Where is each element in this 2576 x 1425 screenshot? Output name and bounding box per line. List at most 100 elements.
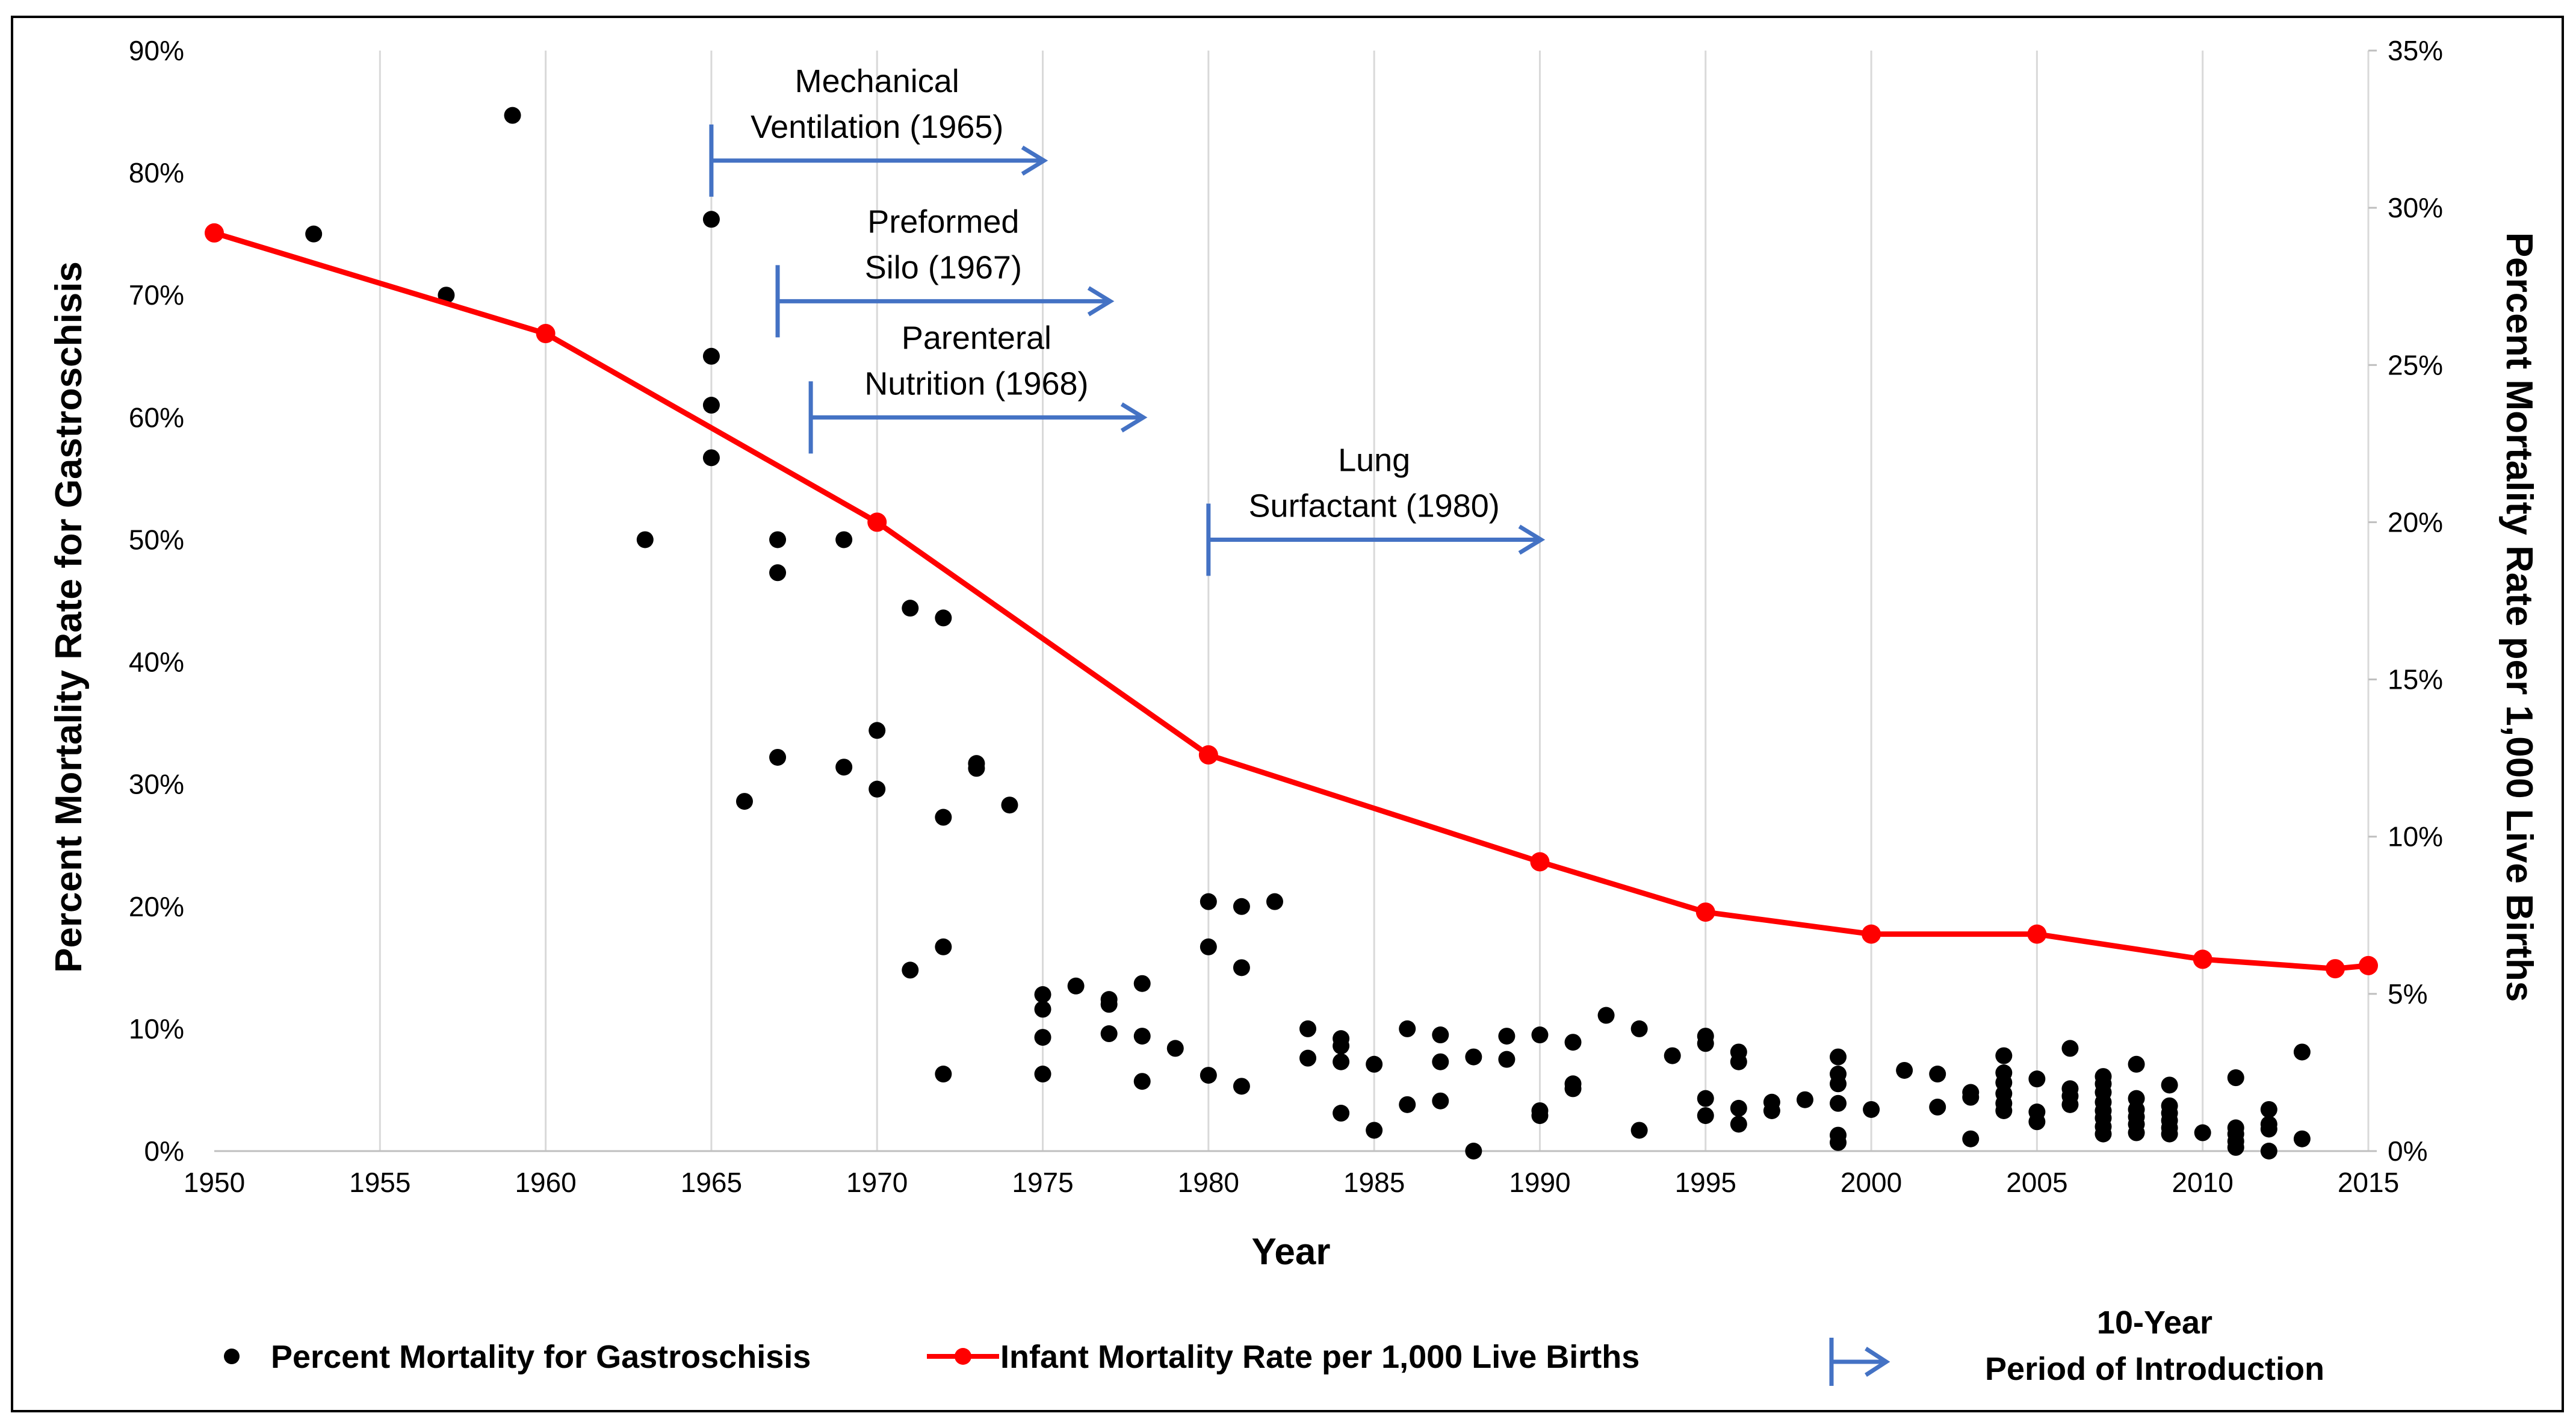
scatter-point [1962, 1130, 1980, 1147]
scatter-point [2227, 1069, 2244, 1087]
scatter-point [1830, 1094, 1847, 1112]
x-tick-label-1970: 1970 [846, 1167, 908, 1198]
scatter-point [1929, 1066, 1946, 1083]
y-left-tick-label-4: 40% [129, 647, 184, 678]
scatter-point [1034, 1029, 1051, 1046]
scatter-point [2293, 1043, 2311, 1061]
intro-label-1-line-2: Silo (1967) [865, 249, 1022, 285]
scatter-point [2260, 1101, 2277, 1118]
scatter-point [1730, 1116, 1747, 1133]
scatter-point [1830, 1048, 1847, 1066]
y-right-axis-title: Percent Mortality Rate per 1,000 Live Bi… [2498, 232, 2540, 1002]
line-point [2193, 949, 2212, 969]
y-right-tick-label-3: 15% [2388, 664, 2443, 695]
x-tick-label-1990: 1990 [1509, 1167, 1570, 1198]
line-point [1862, 924, 1881, 944]
scatter-point [1763, 1102, 1780, 1119]
scatter-point [1630, 1020, 1648, 1037]
scatter-point [769, 564, 787, 582]
legend: Percent Mortality for Gastroschisis Infa… [224, 1305, 2324, 1387]
scatter-point [2028, 1113, 2046, 1131]
x-tick-label-1995: 1995 [1675, 1167, 1736, 1198]
intro-label-3-line-1: Lung [1338, 442, 1410, 478]
scatter-point [1200, 893, 1217, 910]
x-tick-labels: 1950 1955 1960 1965 1970 1975 1980 1985 1990 1995… [184, 1167, 2399, 1198]
y-left-tick-label-2: 20% [129, 891, 184, 922]
x-tick-label-2010: 2010 [2172, 1167, 2234, 1198]
scatter-point [1830, 1134, 1847, 1151]
scatter-point [1100, 996, 1118, 1013]
scatter-point [1233, 898, 1250, 915]
scatter-point [1498, 1028, 1516, 1045]
scatter-point [1266, 893, 1283, 910]
scatter-point [835, 759, 853, 776]
scatter-point [1432, 1026, 1449, 1044]
scatter-point [2293, 1130, 2311, 1147]
y-left-tick-label-0: 0% [144, 1135, 184, 1167]
scatter-point [1133, 1073, 1151, 1090]
scatter-point [2260, 1120, 2277, 1138]
y-left-axis-title: Percent Mortality Rate for Gastroschisis [48, 261, 90, 973]
scatter-point [1630, 1122, 1648, 1139]
y-right-tick-label-7: 35% [2388, 35, 2443, 66]
legend-scatter-label: Percent Mortality for Gastroschisis [271, 1339, 811, 1375]
scatter-point [1465, 1048, 1482, 1066]
scatter-point [1133, 975, 1151, 992]
scatter-point [1200, 1067, 1217, 1084]
y-right-tick-label-5: 25% [2388, 349, 2443, 380]
scatter-point [1664, 1047, 1681, 1064]
intro-label-1-line-1: Preformed [867, 203, 1019, 240]
scatter-point [1863, 1101, 1880, 1118]
intro-label-2-line-1: Parenteral [902, 320, 1051, 356]
scatter-point [2028, 1070, 2046, 1088]
x-tick-label-1985: 1985 [1343, 1167, 1405, 1198]
line-point [1695, 902, 1715, 922]
scatter-point [1995, 1047, 2013, 1064]
intro-arrow-head-0 [1021, 145, 1048, 176]
scatter-point [1299, 1020, 1317, 1037]
y-right-tick-label-6: 30% [2388, 192, 2443, 223]
x-tick-label-1950: 1950 [184, 1167, 245, 1198]
y-right-tick-label-4: 20% [2388, 506, 2443, 538]
scatter-point [1133, 1028, 1151, 1045]
scatter-point [2227, 1138, 2244, 1156]
scatter-point [1333, 1037, 1350, 1055]
scatter-point [1564, 1080, 1582, 1097]
scatter-point [935, 1066, 952, 1083]
x-tick-label-2005: 2005 [2006, 1167, 2067, 1198]
scatter-point [636, 531, 654, 548]
scatter-point [1333, 1053, 1350, 1070]
scatter-point [1929, 1098, 1946, 1116]
scatter-point [1366, 1055, 1383, 1073]
legend-line-label: Infant Mortality Rate per 1,000 Live Bir… [1000, 1339, 1639, 1375]
y-left-tick-label-1: 10% [129, 1013, 184, 1045]
y-right-tick-label-1: 5% [2388, 978, 2427, 1010]
scatter-point [1233, 959, 1250, 976]
scatter-point [1067, 977, 1085, 995]
scatter-point [1034, 1066, 1051, 1083]
legend-arrow-head [1865, 1347, 1890, 1377]
x-tick-label-1955: 1955 [349, 1167, 410, 1198]
intro-label-2-line-2: Nutrition (1968) [864, 365, 1088, 402]
scatter-point [1597, 1007, 1615, 1024]
scatter-point [1697, 1090, 1714, 1107]
scatter-point [769, 531, 787, 548]
line-point [867, 512, 887, 532]
scatter-point [1333, 1105, 1350, 1122]
scatter-point [769, 748, 787, 766]
grid-lines [379, 51, 2370, 1151]
scatter-point [305, 225, 323, 243]
line-point [536, 324, 556, 344]
scatter-point [1730, 1053, 1747, 1070]
intro-label-0-line-1: Mechanical [795, 63, 959, 99]
scatter-point [2161, 1125, 2178, 1143]
scatter-point [1299, 1049, 1317, 1067]
scatter-point [1730, 1099, 1747, 1117]
intro-label-3-line-2: Surfactant (1980) [1249, 488, 1500, 524]
legend-arrow-label-line-2: Period of Introduction [1985, 1351, 2324, 1387]
line-point [1530, 852, 1550, 872]
scatter-point [2061, 1096, 2079, 1113]
line-point [2359, 955, 2378, 975]
scatter-point [902, 600, 919, 617]
